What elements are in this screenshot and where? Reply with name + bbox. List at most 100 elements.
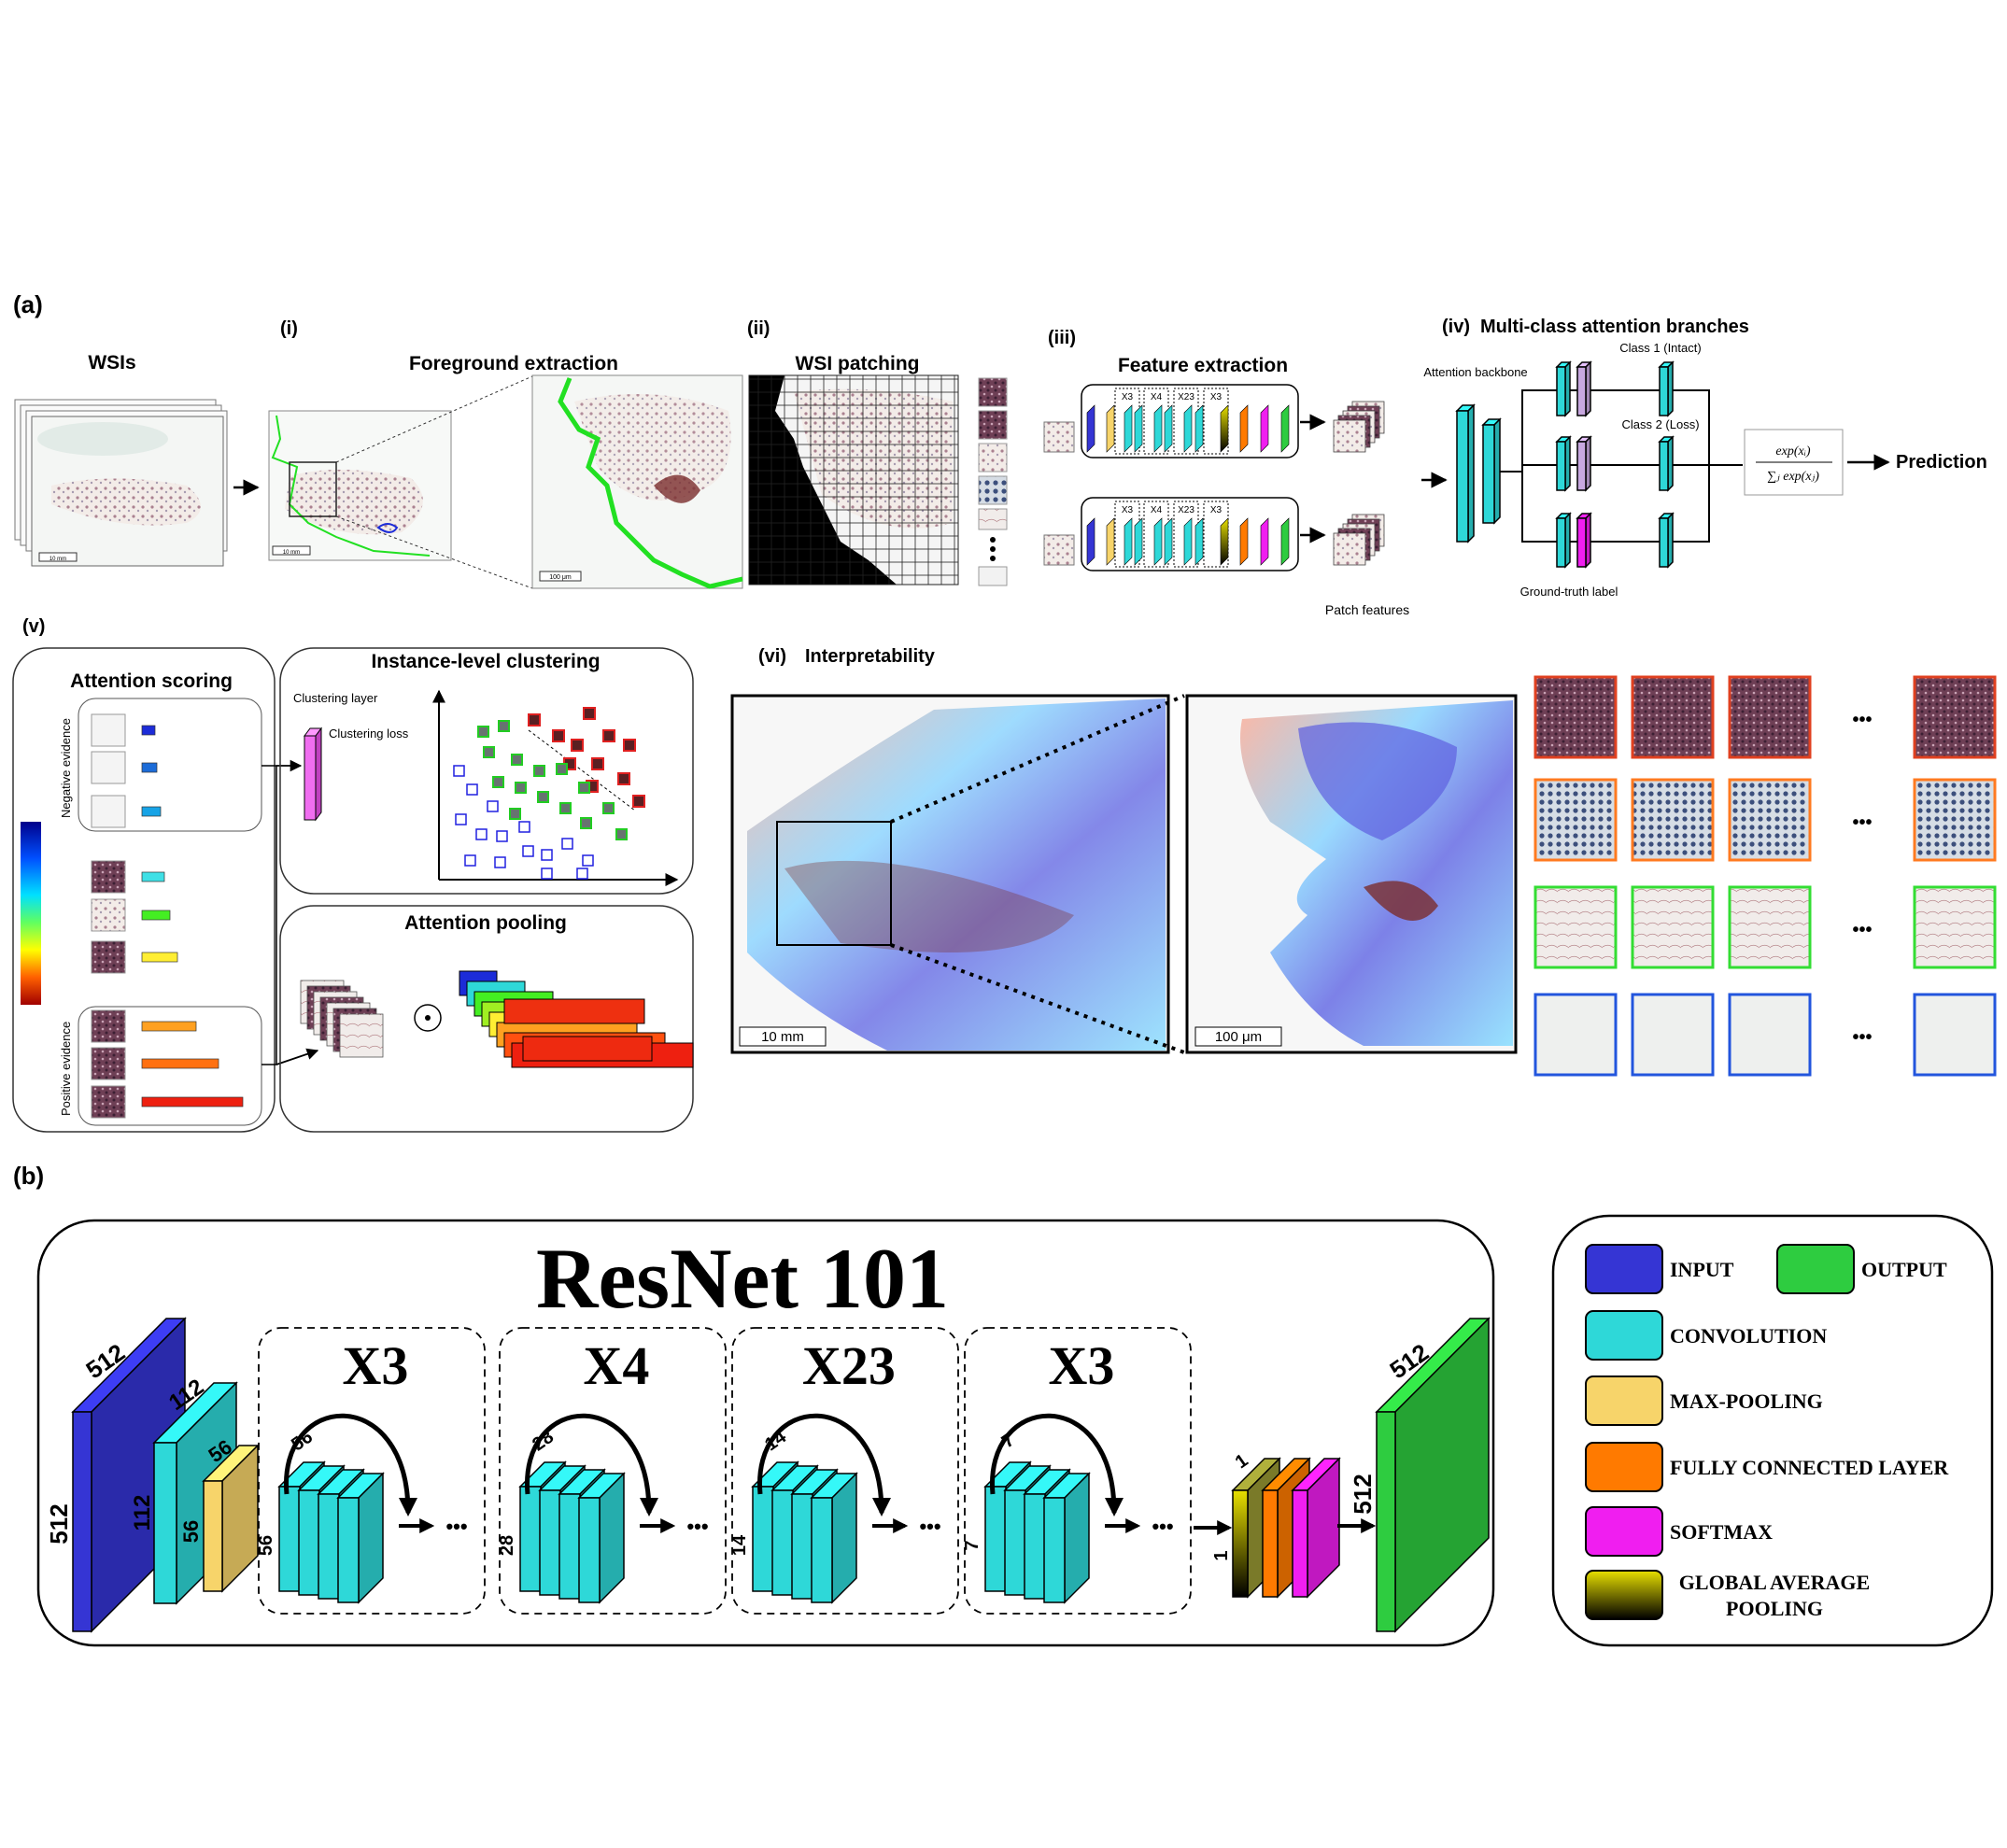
gap-block-front — [1232, 1489, 1249, 1598]
red-point — [528, 713, 541, 727]
wsi-stack — [14, 399, 228, 567]
pool-bar-long — [522, 1036, 653, 1062]
blue-point — [487, 800, 499, 812]
branch-lines — [1500, 389, 1710, 543]
output-dim-side: 512 — [1349, 1474, 1377, 1514]
extractor-box — [1081, 497, 1299, 571]
legend-fully-connected-swatch — [1585, 1442, 1663, 1492]
attention-tile — [1728, 675, 1812, 759]
attention-bar — [141, 762, 158, 773]
heatmap-zoom — [1185, 694, 1518, 1054]
layer-slab — [1280, 404, 1290, 453]
zoom-scale-text: 100 μm — [1215, 1029, 1262, 1045]
tile-ellipsis: ••• — [1852, 812, 1872, 833]
attention-bar — [141, 725, 156, 736]
layer-slab — [1280, 517, 1290, 566]
clustering-layer-label: Clustering layer — [293, 691, 378, 705]
resnet-architecture: 5125121121125656X35656•••X42828•••X23141… — [45, 1317, 1491, 1633]
backbone-layer-2-side — [1493, 417, 1501, 525]
blue-point — [522, 845, 534, 857]
backbone-layer-2 — [1481, 417, 1502, 525]
legend: INPUT OUTPUT CONVOLUTION MAX-POOLING FULLY C… — [1585, 1244, 1949, 1620]
panel-a-label: (a) — [13, 290, 43, 318]
branch-conv-front — [1556, 441, 1566, 491]
wsis-title: WSIs — [88, 352, 135, 374]
legend-gap-label-2: POOLING — [1726, 1597, 1823, 1620]
stage-conv-layer — [810, 1472, 858, 1604]
layer-slab — [1164, 517, 1173, 566]
blue-point — [561, 838, 573, 850]
clustering-box — [279, 647, 694, 895]
heatmap-scale-text: 10 mm — [761, 1029, 804, 1045]
legend-max-pooling-label: MAX-POOLING — [1670, 1390, 1823, 1413]
attention-bar — [141, 1058, 219, 1069]
feature-row-1: X3 X4 X23 X3 — [1043, 384, 1385, 458]
stage-repeat-label: X23 — [802, 1335, 896, 1396]
attention-tile — [1913, 675, 1997, 759]
stage-conv-layer-front — [318, 1493, 340, 1600]
legend-convolution-label: CONVOLUTION — [1670, 1324, 1827, 1347]
layer-slab — [1220, 517, 1229, 566]
heatmap-zoom-line-top — [890, 694, 1185, 824]
scatter-axes — [432, 689, 679, 886]
feature-title: Feature extraction — [1118, 355, 1288, 376]
attention-bar — [141, 806, 162, 817]
stage-conv-layer-front — [984, 1486, 1007, 1592]
pooled-patch-stack — [300, 980, 384, 1058]
attention-tile — [1534, 885, 1618, 969]
fg-zoom-scale-text: 100 μm — [549, 574, 572, 581]
pooling-title: Attention pooling — [404, 912, 567, 934]
attention-bar — [141, 952, 178, 963]
branch-att — [1576, 360, 1592, 417]
stage-conv-layer-front — [578, 1497, 601, 1603]
branch-att — [1576, 435, 1592, 492]
positive-evidence-box — [78, 1006, 262, 1126]
blue-point — [541, 849, 553, 861]
feature-patch — [1333, 419, 1366, 453]
red-point — [583, 707, 596, 720]
branch-att — [1576, 512, 1592, 569]
branch-classifier — [1658, 360, 1675, 417]
foreground-zoom — [531, 374, 743, 589]
softmax-block-front — [1292, 1489, 1308, 1598]
red-point — [617, 772, 630, 785]
branch-classifier-front — [1659, 366, 1669, 416]
input-patch — [1043, 421, 1075, 453]
attention-bar — [141, 1096, 244, 1107]
attention-scoring-title: Attention scoring — [70, 670, 233, 692]
gap-dim-side: 1 — [1211, 1550, 1232, 1560]
multiclass-title: Multi-class attention branches — [1480, 317, 1749, 337]
ground-truth-label: Ground-truth label — [1520, 585, 1618, 599]
panel-b-label: (b) — [13, 1162, 44, 1190]
attention-tile — [1913, 993, 1997, 1077]
prediction-label: Prediction — [1896, 452, 1987, 473]
blue-point — [496, 830, 508, 842]
attention-backbone-label: Attention backbone — [1423, 365, 1527, 379]
block-label: X23 — [1178, 392, 1194, 402]
class1-label: Class 1 (Intact) — [1619, 341, 1701, 355]
evidence-patch — [91, 860, 126, 894]
dot-product-dot — [425, 1015, 431, 1021]
branch-att-front — [1576, 366, 1587, 416]
interpretability-title: Interpretability — [805, 646, 936, 667]
heatmap-main — [730, 694, 1170, 1054]
legend-output-swatch — [1776, 1244, 1855, 1294]
backbone-layer-1-front — [1456, 410, 1469, 543]
green-point — [559, 802, 572, 814]
blue-point — [464, 854, 476, 867]
blue-point — [453, 765, 465, 777]
green-point — [615, 828, 628, 840]
pooling-box — [279, 905, 694, 1133]
stage-dim-side: 56 — [256, 1535, 276, 1556]
evidence-patch — [91, 940, 126, 974]
legend-input-label: INPUT — [1670, 1258, 1734, 1281]
negative-evidence-box — [78, 698, 262, 832]
attention-branches — [1455, 360, 1743, 569]
block-label: X3 — [1210, 505, 1223, 515]
branch-att-front — [1576, 517, 1587, 568]
step-vi-label: (vi) — [758, 646, 786, 667]
output-block-front — [1376, 1411, 1396, 1632]
green-point — [537, 791, 549, 803]
